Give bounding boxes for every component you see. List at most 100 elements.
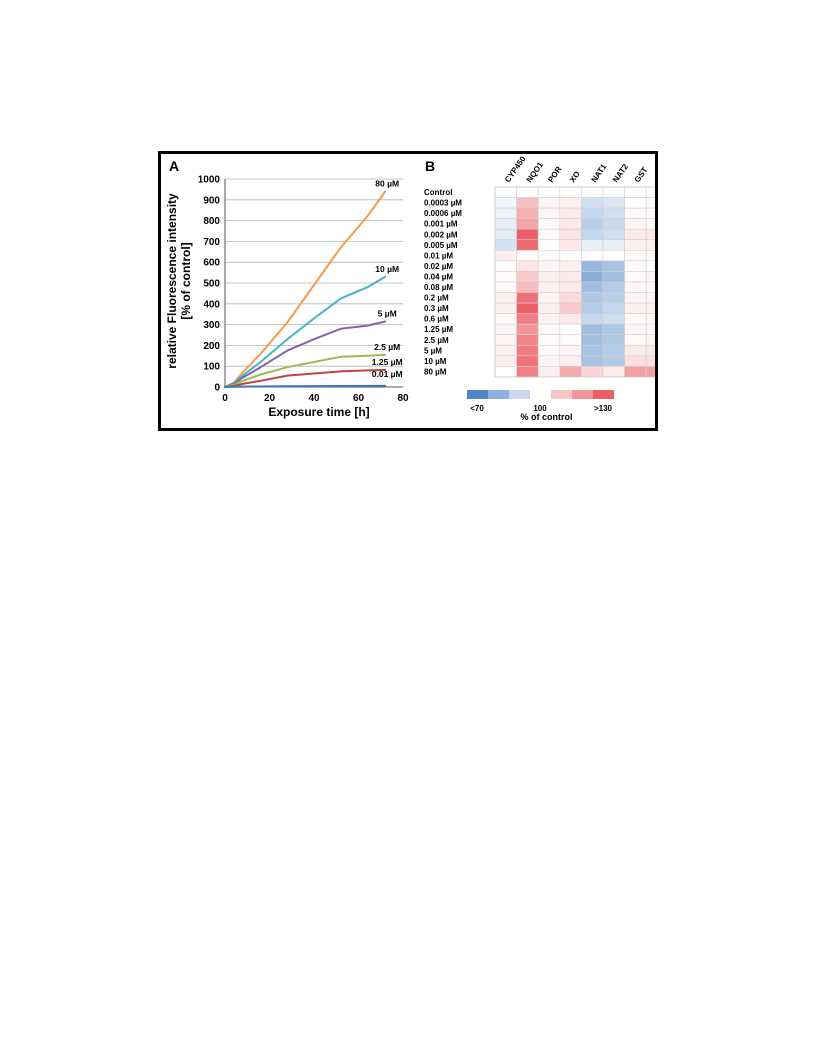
x-tick-label: 60 [353, 393, 365, 404]
heatmap-cell [602, 260, 625, 272]
heatmap-cell [602, 271, 625, 283]
heatmap-cell [645, 302, 655, 314]
row-label: 2.5 µM [424, 336, 449, 345]
heatmap-cell [494, 334, 517, 346]
heatmap-cell [624, 313, 647, 325]
heatmap-cell [624, 260, 647, 272]
panel-b-label: B [425, 158, 435, 174]
heatmap-cell [602, 186, 625, 198]
row-label: 0.02 µM [424, 262, 453, 271]
legend-mid-label: 100 [533, 404, 547, 413]
heatmap-border [494, 186, 655, 378]
heatmap-cell [645, 228, 655, 241]
x-tick-label: 80 [397, 393, 409, 404]
heatmap-cell [559, 239, 582, 251]
legend-swatch-5 [572, 390, 593, 399]
column-label: NAT1 [589, 162, 608, 184]
heatmap-cell [516, 239, 539, 251]
row-label: 0.0006 µM [424, 209, 462, 218]
row-label: 0.001 µM [424, 220, 458, 229]
heatmap-cell [581, 197, 604, 209]
heatmap-cell [602, 207, 625, 219]
row-label: 0.002 µM [424, 230, 458, 239]
heatmap-cell [645, 344, 655, 357]
row-label: 0.005 µM [424, 241, 458, 250]
row-label: 1.25 µM [424, 325, 453, 334]
column-label: POR [546, 165, 563, 185]
heatmap-cell [581, 271, 604, 283]
heatmap-cell [581, 281, 604, 293]
heatmap-cell [537, 313, 561, 325]
series-line-1 [224, 275, 387, 388]
heatmap-cell [537, 292, 561, 304]
x-tick-label: 40 [308, 393, 320, 404]
series-line-5 [224, 384, 387, 388]
series-line-3 [224, 353, 387, 388]
heatmap-cell [581, 260, 604, 272]
heatmap-cell [537, 228, 561, 241]
heatmap-cell [537, 271, 561, 283]
heatmap-cell [559, 271, 582, 283]
heatmap-cell [516, 207, 539, 219]
row-label: 0.3 µM [424, 304, 449, 313]
column-label: SULT1A [654, 154, 655, 184]
heatmap-cell [494, 271, 517, 283]
heatmap-cell [602, 197, 625, 209]
heatmap-cell [537, 250, 561, 262]
heatmap-cell [559, 207, 582, 219]
heatmap-cell [581, 239, 604, 251]
series-line-2 [224, 320, 387, 388]
y-tick-label: 300 [203, 320, 220, 331]
heatmap-cell [516, 281, 539, 293]
heatmap-cell [645, 207, 655, 219]
heatmap-cell [559, 218, 582, 230]
heatmap-cell [602, 302, 625, 314]
y-tick-label: 500 [203, 279, 220, 290]
heatmap-cell [516, 271, 539, 283]
heatmap-cell [494, 250, 517, 262]
heatmap-cell [581, 228, 604, 241]
legend-low-label: <70 [470, 404, 484, 413]
row-label: 0.08 µM [424, 283, 453, 292]
column-label: XO [568, 170, 582, 185]
heatmap-cell [559, 250, 582, 262]
heatmap-cell [624, 239, 647, 251]
heatmap-cell [559, 344, 582, 357]
legend-swatch-1 [488, 390, 509, 399]
column-label: NAT2 [611, 162, 630, 184]
heatmap-cell [624, 228, 647, 241]
row-label: 5 µM [424, 346, 442, 355]
heatmap-cell [494, 323, 517, 335]
heatmap-cell [624, 218, 647, 230]
heatmap-cell [645, 366, 655, 378]
x-tick-label: 0 [222, 393, 228, 404]
heatmap-cell [559, 292, 582, 304]
heatmap-cell [494, 239, 517, 251]
heatmap-cell [537, 355, 561, 367]
heatmap-cell [537, 186, 561, 198]
row-label: 0.04 µM [424, 272, 453, 281]
heatmap-cell [624, 186, 647, 198]
heatmap-cell [494, 366, 517, 378]
panel-b-heatmap: BCYP450NQO1PORXONAT1NAT2GSTSULT1AControl… [424, 154, 655, 422]
heatmap-cell [516, 366, 539, 378]
figure-inner: A 0 100 200 300 400 500 600 700 800 900 1000 0 20 40 60… [161, 154, 655, 428]
heatmap-cell [645, 313, 655, 325]
y-tick-label: 1000 [198, 175, 221, 186]
heatmap-cell [494, 281, 517, 293]
y-tick-label: 400 [203, 299, 220, 310]
heatmap-cell [559, 260, 582, 272]
heatmap-cell [624, 207, 647, 219]
series-label-0: 80 µM [375, 178, 399, 188]
heatmap-cell [537, 281, 561, 293]
heatmap-cell [516, 302, 539, 314]
heatmap-cell [645, 186, 655, 198]
heatmap-cell [602, 344, 625, 357]
column-label: NQO1 [525, 160, 546, 184]
heatmap-cell [559, 281, 582, 293]
heatmap-cell [559, 302, 582, 314]
series-label-4: 1.25 µM [372, 357, 403, 367]
heatmap-cell [645, 292, 655, 304]
y-tick-label: 200 [203, 341, 220, 352]
heatmap-cell [559, 355, 582, 367]
